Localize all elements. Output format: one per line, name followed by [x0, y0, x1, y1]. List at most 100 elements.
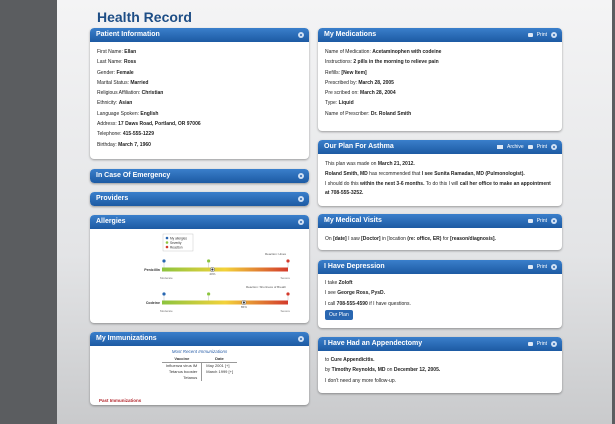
appendectomy-line-3: I don't need any more follow-up. — [325, 377, 396, 384]
print-button[interactable]: Print — [536, 144, 547, 150]
appendectomy-line-1: to Cure Appendicitis. — [325, 357, 375, 363]
depression-header[interactable]: I Have Depression Print — [318, 260, 562, 274]
reaction-marker — [286, 259, 290, 263]
allergy-name: Codeine — [146, 301, 160, 305]
patient-row-value: Asian — [118, 100, 133, 107]
medications-body: Name of Medication: Acetaminophen with c… — [318, 42, 562, 123]
depression-panel: I Have Depression Print I take Zoloft I … — [318, 260, 562, 328]
appendectomy-body: to Cure Appendicitis. by Timothy Reynold… — [318, 351, 562, 390]
legend-entry: Reaction — [170, 245, 183, 249]
severity-marker — [207, 292, 211, 296]
print-icon[interactable] — [527, 145, 533, 149]
immunizations-header[interactable]: My Immunizations — [90, 332, 309, 346]
patient-row-label: Religious Affiliation: — [97, 90, 141, 97]
medication-row: Prescribed by: March 28, 2005 — [325, 78, 555, 88]
gear-icon[interactable] — [551, 264, 557, 270]
medication-row-label: Name of Prescriber: — [325, 110, 370, 117]
medications-panel: My Medications Print Name of Medication:… — [318, 28, 562, 131]
patient-row-value: Female — [116, 69, 134, 76]
gear-icon[interactable] — [551, 32, 557, 38]
gear-icon[interactable] — [298, 219, 304, 225]
severity-bar — [162, 300, 288, 305]
legend-box — [162, 233, 194, 252]
gear-icon[interactable] — [298, 196, 304, 202]
patient-row-label: First Name: — [97, 49, 123, 55]
allergy-marker — [162, 259, 166, 263]
print-icon[interactable] — [527, 265, 533, 269]
gear-icon[interactable] — [551, 218, 557, 224]
asthma-plan-header[interactable]: Our Plan For Asthma Archive Print — [318, 140, 562, 154]
medication-row: Pre scribed on: March 28, 2004 — [325, 88, 555, 98]
medication-row-value: Liquid — [338, 100, 354, 107]
medical-visits-panel: My Medical Visits Print On [date] I saw … — [318, 214, 562, 250]
patient-row: Gender: Female — [97, 68, 302, 78]
archive-icon[interactable] — [497, 145, 504, 149]
medication-row-label: Prescribed by: — [325, 79, 357, 86]
patient-row-value: Christian — [141, 90, 164, 97]
gear-icon[interactable] — [298, 32, 304, 38]
patient-row-value: Married — [130, 79, 149, 86]
patient-row-label: Last Name: — [97, 59, 123, 66]
medical-visits-header[interactable]: My Medical Visits Print — [318, 214, 562, 228]
medical-visits-body: On [date] I saw [Doctor] in [location (r… — [325, 236, 496, 242]
patient-row-label: Ethnicity: — [97, 100, 118, 107]
print-button[interactable]: Print — [536, 341, 547, 347]
gear-icon[interactable] — [298, 173, 304, 179]
panel-title: In Case Of Emergency — [96, 172, 171, 179]
emergency-header[interactable]: In Case Of Emergency — [90, 169, 309, 183]
print-icon[interactable] — [527, 342, 533, 346]
reaction-label: Reaction: Shortness of Breath — [246, 285, 286, 289]
emergency-panel[interactable]: In Case Of Emergency — [90, 169, 309, 183]
medication-row-value: March 28, 2004 — [360, 90, 396, 97]
table-row: Tetanus booster March 1999 [+] — [161, 369, 237, 375]
panel-title: My Medical Visits — [324, 217, 382, 224]
patient-row: First Name: Ellan — [97, 47, 302, 57]
patient-info-header[interactable]: Patient Information — [90, 28, 309, 42]
medication-row-value: [New Item] — [341, 69, 367, 76]
page: Health Record Patient Information First … — [57, 0, 612, 424]
patient-row: Telephone: 415-555-1229 — [97, 129, 302, 139]
panel-title: Providers — [96, 195, 129, 202]
providers-header[interactable]: Providers — [90, 192, 309, 206]
immunizations-table-title: Most Recent Immunizations — [171, 349, 228, 354]
print-icon[interactable] — [527, 33, 533, 37]
past-immunizations-link[interactable]: Past Immunizations — [99, 398, 142, 403]
appendectomy-line-2: by Timothy Reynolds, MD on December 12, … — [325, 367, 441, 374]
gear-icon[interactable] — [551, 144, 557, 150]
depression-line-take: I take Zoloft — [325, 280, 353, 286]
our-plan-button[interactable]: Our Plan — [325, 309, 353, 320]
archive-button[interactable]: Archive — [507, 144, 524, 150]
patient-row: Ethnicity: Asian — [97, 98, 302, 108]
patient-row-label: Address: — [97, 121, 117, 128]
print-button[interactable]: Print — [536, 264, 547, 270]
print-button[interactable]: Print — [536, 32, 547, 38]
date-cell[interactable]: May 2001 [+] — [206, 363, 230, 368]
providers-panel[interactable]: Providers — [90, 192, 309, 206]
severity-value: 65% — [241, 305, 247, 309]
plan-line-3: I should do this within the next 3-6 mon… — [325, 180, 551, 196]
allergies-panel: Allergies My allergies Severity Reaction Pe… — [90, 215, 309, 323]
gear-icon[interactable] — [551, 341, 557, 347]
gear-icon[interactable] — [298, 336, 304, 342]
medications-header[interactable]: My Medications Print — [318, 28, 562, 42]
date-cell[interactable]: March 1999 [+] — [206, 369, 234, 374]
medication-row-label: Instructions: — [325, 59, 352, 66]
medication-row: Instructions: 2 pills in the morning to … — [325, 57, 555, 67]
vaccine-cell: Tetanus booster — [161, 369, 203, 375]
depression-line-see: I see George Ross, PysD. — [325, 290, 386, 297]
medication-row: Refills: [New Item] — [325, 68, 555, 78]
patient-row-label: Language Spoken: — [97, 110, 139, 117]
severity-indicator-dot — [211, 268, 214, 271]
depression-line-call: I call 708-555-4590 if I have questions. — [325, 300, 411, 307]
patient-info-body: First Name: Ellan Last Name: Ross Gender: … — [90, 42, 309, 154]
scale-low-label: Moderate — [160, 309, 173, 313]
vaccine-cell: Tetanus — [161, 375, 203, 381]
print-button[interactable]: Print — [536, 218, 547, 224]
page-title: Health Record — [97, 9, 192, 25]
patient-row-value: Ross — [123, 59, 137, 66]
appendectomy-header[interactable]: I Have Had an Appendectomy Print — [318, 337, 562, 351]
medication-row-value: 2 pills in the morning to relieve pain — [353, 59, 439, 66]
print-icon[interactable] — [527, 219, 533, 223]
allergies-header[interactable]: Allergies — [90, 215, 309, 229]
